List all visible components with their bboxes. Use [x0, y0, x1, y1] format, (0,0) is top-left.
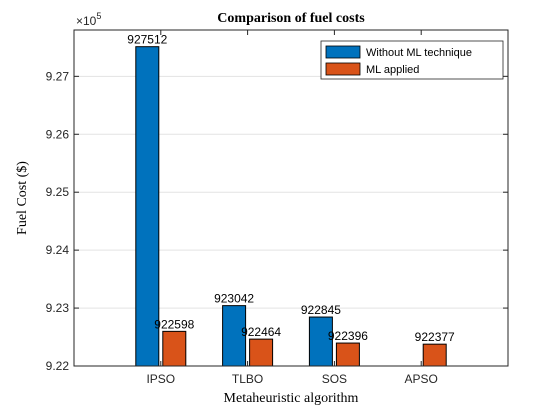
data-label-apso-ml-applied: 922377 — [415, 330, 455, 344]
bar-sos-ml-applied — [335, 342, 360, 367]
chart-title: Comparison of fuel costs — [217, 11, 365, 26]
y-axis: 9.22 9.23 9.24 9.25 9.26 9.27 — [46, 69, 508, 373]
y-tick-label: 9.22 — [46, 359, 70, 373]
data-label-sos-without-ml: 922845 — [301, 303, 341, 317]
legend-swatch-without-ml — [325, 45, 361, 59]
legend-swatch-ml-applied — [325, 62, 361, 76]
x-axis-title: Metaheuristic algorithm — [224, 391, 359, 406]
x-tick-label-tlbo: TLBO — [232, 372, 263, 386]
y-tick-label: 9.27 — [46, 69, 70, 83]
plot-frame — [73, 29, 509, 367]
bar-labels: 927512 922598 923042 922464 922845 922396 9223… — [127, 33, 455, 344]
x-tick-label-sos: SOS — [322, 372, 347, 386]
y-axis-title: Fuel Cost ($) — [15, 161, 30, 235]
data-label-tlbo-ml-applied: 922464 — [241, 325, 281, 339]
y-tick-label: 9.25 — [46, 185, 70, 199]
y-multiplier-exponent: 5 — [96, 11, 101, 21]
data-label-tlbo-without-ml: 923042 — [214, 292, 254, 306]
y-tick-label: 9.23 — [46, 301, 70, 315]
y-tick-label: 9.24 — [46, 243, 70, 257]
bar-tlbo-ml-applied — [249, 338, 274, 367]
data-label-ipso-without-ml: 927512 — [127, 33, 167, 47]
x-tick-label-apso: APSO — [405, 372, 438, 386]
x-tick-label-ipso: IPSO — [146, 372, 175, 386]
data-label-sos-ml-applied: 922396 — [328, 329, 368, 343]
bars — [135, 46, 447, 367]
data-label-ipso-ml-applied: 922598 — [154, 317, 194, 331]
legend: Without ML technique ML applied — [320, 40, 504, 80]
legend-label-without-ml: Without ML technique — [366, 47, 472, 59]
y-multiplier: ×105 — [76, 11, 101, 28]
y-tick-label: 9.26 — [46, 127, 70, 141]
bar-ipso-ml-applied — [162, 330, 187, 367]
x-axis: IPSO TLBO SOS APSO — [146, 30, 438, 386]
legend-label-ml-applied: ML applied — [366, 64, 419, 76]
bar-apso-ml-applied — [422, 343, 447, 367]
